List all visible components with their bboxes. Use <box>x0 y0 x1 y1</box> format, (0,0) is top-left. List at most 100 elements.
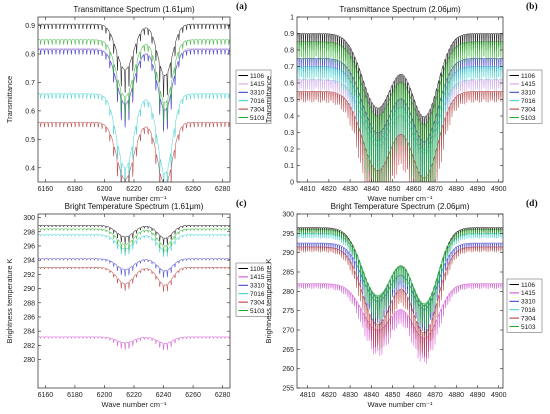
series-line-3310 <box>297 57 503 182</box>
legend-label-7016: 7016 <box>250 98 265 105</box>
legend-label-1415: 1415 <box>250 81 265 88</box>
panel-label: (d) <box>526 198 538 209</box>
x-tick-label: 6280 <box>215 392 231 399</box>
x-tick-label: 4860 <box>406 392 422 399</box>
y-tick-label: 0.1 <box>284 163 294 170</box>
x-axis-label: Wave number cm⁻¹ <box>102 194 167 203</box>
chart-title: Bright Temperature Spectrum (1.61μm) <box>65 202 204 211</box>
legend-label-3310: 3310 <box>250 283 265 290</box>
chart-title: Bright Temperature Spectrum (2.06μm) <box>331 202 470 211</box>
x-tick-label: 4880 <box>448 186 464 193</box>
series-line-1106 <box>38 225 230 246</box>
y-tick-label: 284 <box>23 329 35 336</box>
legend-label-1106: 1106 <box>521 282 535 289</box>
y-tick-label: 0.2 <box>284 147 294 154</box>
legend-label-5103: 5103 <box>250 308 265 315</box>
legend-label-7016: 7016 <box>521 307 536 314</box>
plot-area <box>38 214 230 388</box>
y-tick-label: 282 <box>23 343 35 350</box>
chart-title: Transmittance Spectrum (2.06μm) <box>339 5 461 14</box>
y-axis-label: Brightness temperature K <box>5 258 14 343</box>
legend-label-7304: 7304 <box>250 106 265 113</box>
y-axis-label: Transmittance <box>5 76 14 123</box>
x-tick-label: 4820 <box>321 186 337 193</box>
x-tick-label: 6240 <box>156 186 172 193</box>
x-axis-label: Wave number cm⁻¹ <box>368 194 433 203</box>
y-axis-label: Brightness temperature K <box>264 258 273 343</box>
y-tick-label: 0.3 <box>284 130 294 137</box>
y-tick-label: 285 <box>282 270 294 277</box>
series-group <box>38 225 230 351</box>
y-tick-label: 260 <box>282 366 294 373</box>
x-tick-label: 6260 <box>185 186 201 193</box>
y-tick-label: 0.9 <box>25 23 35 30</box>
legend-label-1415: 1415 <box>250 274 265 281</box>
y-tick-label: 270 <box>282 328 294 335</box>
y-tick-label: 0.8 <box>284 48 294 55</box>
series-line-5103 <box>297 41 503 182</box>
y-tick-label: 290 <box>282 250 294 257</box>
series-line-7016 <box>38 234 230 258</box>
y-tick-label: 0.5 <box>25 137 35 144</box>
y-tick-label: 294 <box>23 258 35 265</box>
x-tick-label: 4900 <box>491 392 507 399</box>
y-tick-label: 286 <box>23 314 35 321</box>
x-tick-label: 4810 <box>300 392 316 399</box>
legend-label-7304: 7304 <box>521 315 536 322</box>
plot-frame <box>296 213 504 389</box>
series-line-5103 <box>38 39 230 125</box>
y-tick-label: 300 <box>23 215 35 222</box>
series-line-7016 <box>38 93 230 182</box>
series-line-3310 <box>297 242 503 336</box>
series-line-1106 <box>297 33 503 182</box>
chart-panel-c: 6160 6180 6200 6220 6240 6260 6280 280 282 284 286… <box>5 198 272 409</box>
series-line-3310 <box>38 49 230 132</box>
series-line-1415 <box>297 79 503 182</box>
legend-label-1106: 1106 <box>250 266 264 273</box>
chart-title: Transmittance Spectrum (1.61μm) <box>73 5 195 14</box>
series-group <box>297 33 503 182</box>
legend-box <box>506 278 543 333</box>
x-tick-label: 6220 <box>126 186 142 193</box>
series-line-7304 <box>38 121 230 182</box>
x-tick-label: 4870 <box>427 392 443 399</box>
x-tick-label: 6180 <box>67 392 83 399</box>
x-tick-label: 4890 <box>470 186 486 193</box>
y-tick-label: 0.6 <box>284 81 294 88</box>
x-tick-label: 4850 <box>385 186 401 193</box>
y-tick-label: 280 <box>282 289 294 296</box>
legend-box <box>235 262 272 317</box>
y-tick-label: 0.4 <box>25 165 35 172</box>
plot-area <box>297 214 503 388</box>
x-tick-label: 4880 <box>448 392 464 399</box>
series-line-7304 <box>297 246 503 359</box>
legend-box <box>235 69 272 124</box>
x-tick-label: 4820 <box>321 392 337 399</box>
x-tick-label: 6160 <box>38 186 54 193</box>
series-line-1415 <box>38 336 230 351</box>
legend-label-1106: 1106 <box>521 73 535 80</box>
y-tick-label: 292 <box>23 272 35 279</box>
legend-label-7304: 7304 <box>250 299 265 306</box>
y-tick-label: 296 <box>23 243 35 250</box>
legend-label-3310: 3310 <box>521 299 536 306</box>
series-line-1106 <box>38 23 230 98</box>
legend-label-3310: 3310 <box>521 90 536 97</box>
y-tick-label: 0.5 <box>284 97 294 104</box>
y-tick-label: 295 <box>282 231 294 238</box>
series-line-7304 <box>297 90 503 182</box>
series-line-7016 <box>297 233 503 330</box>
legend-label-7016: 7016 <box>250 291 265 298</box>
x-tick-label: 6200 <box>97 186 113 193</box>
y-tick-label: 0.9 <box>284 31 294 38</box>
legend-box <box>506 69 543 124</box>
plot-area <box>38 17 230 182</box>
series-line-5103 <box>297 229 503 330</box>
y-tick-label: 1 <box>290 15 294 22</box>
legend-label-5103: 5103 <box>521 324 536 331</box>
y-tick-label: 280 <box>23 357 35 364</box>
x-tick-label: 6180 <box>67 186 83 193</box>
x-tick-label: 6240 <box>156 392 172 399</box>
legend-label-1415: 1415 <box>521 290 536 297</box>
series-group <box>297 227 503 365</box>
